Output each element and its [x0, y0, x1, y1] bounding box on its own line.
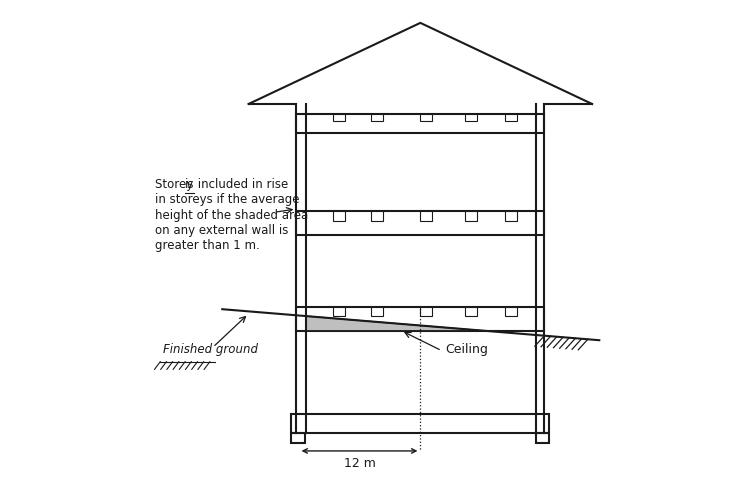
Polygon shape — [505, 211, 517, 221]
Polygon shape — [334, 211, 346, 221]
Polygon shape — [370, 211, 382, 221]
Polygon shape — [334, 307, 346, 316]
Polygon shape — [465, 307, 477, 316]
Text: height of the shaded area: height of the shaded area — [155, 208, 309, 221]
Polygon shape — [334, 114, 346, 121]
Text: on any external wall is: on any external wall is — [155, 224, 289, 237]
Polygon shape — [420, 114, 432, 121]
Text: greater than 1 m.: greater than 1 m. — [155, 239, 260, 252]
Text: in storeys if the average: in storeys if the average — [155, 193, 300, 206]
Polygon shape — [505, 114, 517, 121]
Polygon shape — [420, 307, 432, 316]
Polygon shape — [505, 307, 517, 316]
Polygon shape — [465, 211, 477, 221]
Polygon shape — [306, 316, 483, 331]
Polygon shape — [465, 114, 477, 121]
Text: included in rise: included in rise — [194, 178, 288, 191]
Text: Finished ground: Finished ground — [163, 343, 258, 356]
Text: is: is — [185, 178, 194, 191]
Text: Ceiling: Ceiling — [446, 343, 488, 356]
Polygon shape — [370, 114, 382, 121]
Text: Storey: Storey — [155, 178, 197, 191]
Polygon shape — [370, 307, 382, 316]
Text: 12 m: 12 m — [344, 456, 376, 469]
Polygon shape — [420, 211, 432, 221]
